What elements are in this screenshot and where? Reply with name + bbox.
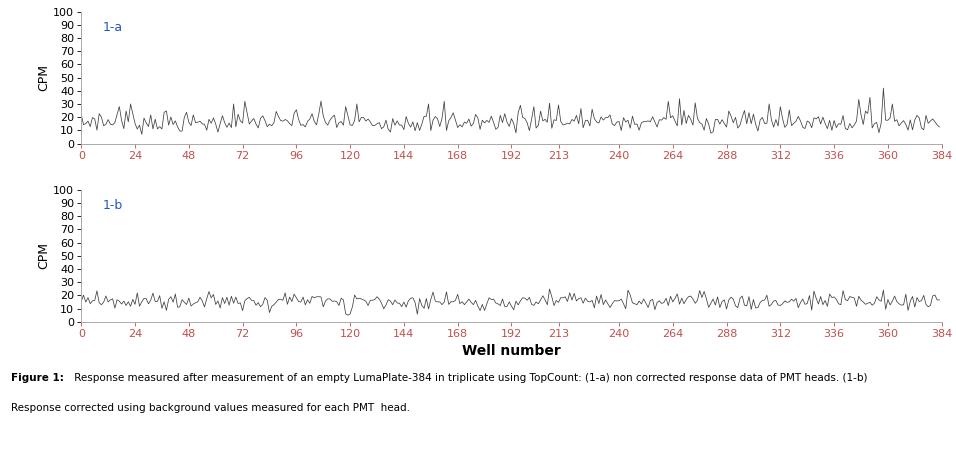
Text: Response corrected using background values measured for each PMT  head.: Response corrected using background valu… [11,403,410,413]
Text: 1-a: 1-a [103,21,123,34]
Text: Figure 1:: Figure 1: [11,373,64,383]
X-axis label: Well number: Well number [462,344,561,358]
Text: 1-b: 1-b [103,199,123,212]
Y-axis label: CPM: CPM [37,64,51,91]
Text: Response measured after measurement of an empty LumaPlate-384 in triplicate usin: Response measured after measurement of a… [71,373,867,383]
Y-axis label: CPM: CPM [37,242,51,269]
